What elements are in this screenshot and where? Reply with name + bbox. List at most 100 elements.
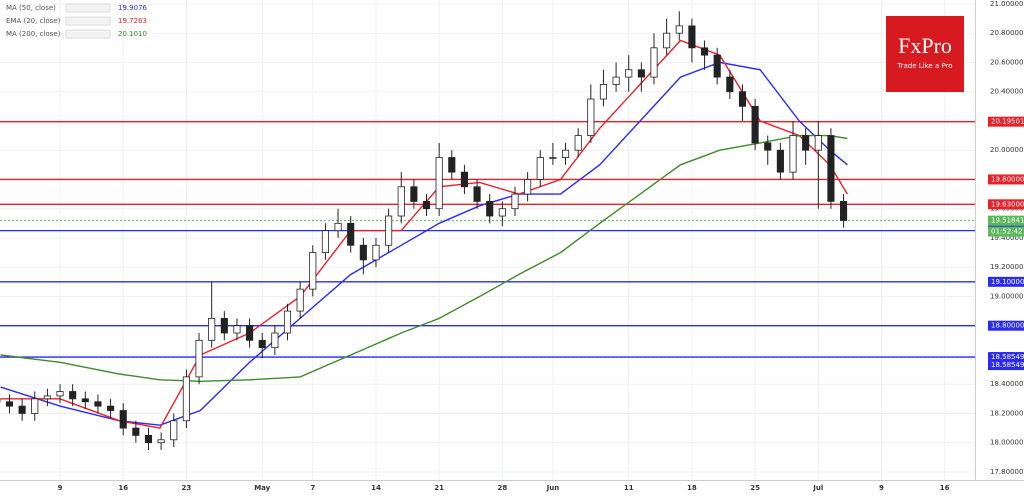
legend: MA (50, close) 19.9076 EMA (20, close) 19.7… (6, 3, 147, 39)
legend-label: MA (200, close) (6, 30, 61, 38)
candle-body (574, 135, 582, 151)
ma-line (0, 134, 848, 383)
level-label-box (988, 320, 1024, 331)
candle-body (524, 179, 532, 195)
x-tick-label: Jul (812, 484, 823, 492)
candle-body (5, 401, 14, 407)
plot (0, 11, 975, 451)
candle-body (789, 135, 797, 173)
x-tick-label: 21 (434, 484, 444, 492)
candle-body (31, 398, 39, 414)
level-label-box (988, 199, 1024, 210)
x-tick-label: 11 (624, 484, 634, 492)
y-tick-label: 19.20000 (990, 263, 1023, 271)
logo-box (886, 16, 964, 92)
candle-body (486, 200, 494, 217)
level-label-box (988, 360, 1024, 371)
x-tick-label: Jun (546, 484, 560, 492)
candle-body (271, 332, 279, 349)
candle-body (625, 69, 633, 78)
candle-body (448, 157, 456, 173)
candle-body (549, 157, 557, 159)
candle-body (397, 186, 405, 217)
y-tick-label: 19.00000 (990, 292, 1023, 300)
candle-body (69, 391, 77, 400)
candle-body (561, 149, 570, 158)
logo-name: FxPro (898, 33, 952, 58)
candle-body (359, 244, 367, 261)
legend-icons (65, 16, 111, 26)
candle-body (650, 47, 658, 78)
x-tick-label: 9 (879, 484, 884, 492)
y-tick-label: 20.80000 (990, 29, 1023, 37)
candle-body (321, 230, 329, 253)
legend-value: 19.9076 (118, 4, 147, 12)
y-tick-label: 18.40000 (990, 380, 1023, 388)
candle-body (435, 157, 443, 210)
candle-body (675, 25, 683, 34)
x-tick-label: 16 (940, 484, 950, 492)
candle-body (246, 325, 254, 341)
candle-body (385, 215, 393, 246)
x-tick-label: May (254, 484, 270, 492)
candle-body (498, 208, 506, 217)
logo-tagline: Trade Like a Pro (896, 62, 952, 70)
level-label: 18.58549 (991, 361, 1024, 369)
logo: FxPro Trade Like a Pro (886, 16, 964, 92)
level-label: 19.80000 (991, 175, 1024, 183)
candle-body (700, 47, 709, 56)
candle-body (802, 135, 810, 151)
candle-body (157, 439, 165, 444)
candle-body (751, 105, 759, 144)
x-tick-label: 18 (687, 484, 697, 492)
level-label-box (988, 352, 1024, 363)
countdown: 01:52:42 (991, 228, 1022, 236)
candle-body (776, 149, 784, 173)
candle-body (283, 310, 292, 334)
x-tick-label: 9 (58, 484, 63, 492)
axes: 17.8000018.0000018.2000018.4000018.60000… (58, 0, 1024, 492)
candle-body (599, 83, 608, 100)
y-tick-label: 20.00000 (990, 146, 1023, 154)
candle-body (334, 222, 342, 232)
level-label: 19.51841 (991, 217, 1024, 225)
candle-body (688, 25, 696, 49)
candle-body (726, 76, 734, 93)
legend-icons (65, 3, 111, 13)
candle-body (713, 54, 721, 78)
level-label: 18.58549 (991, 353, 1024, 361)
y-tick-label: 19.40000 (990, 234, 1023, 242)
y-tick-label: 20.60000 (990, 58, 1023, 66)
candle-body (460, 171, 468, 188)
candle-body (107, 405, 115, 411)
level-label-box (988, 174, 1024, 185)
candle-body (347, 222, 355, 246)
x-tick-label: 16 (118, 484, 128, 492)
candle-body (43, 395, 51, 400)
level-label: 19.10000 (991, 278, 1024, 286)
candle-body (233, 325, 241, 334)
candle-body (258, 339, 266, 349)
ma-line (0, 39, 848, 429)
level-label-box (988, 215, 1024, 226)
y-tick-label: 18.20000 (990, 409, 1023, 417)
candle-body (182, 376, 190, 422)
level-label: 20.19501 (991, 118, 1024, 126)
x-tick-label: 14 (371, 484, 381, 492)
candle-body (309, 252, 317, 290)
candle-body (840, 200, 848, 221)
level-label-box (988, 276, 1024, 287)
candle-body (144, 434, 153, 444)
candle-body (663, 32, 671, 49)
candle-body (764, 142, 772, 151)
candle-body (220, 317, 228, 334)
candle-body (170, 420, 178, 441)
candle-body (511, 193, 519, 210)
y-tick-label: 20.40000 (990, 88, 1023, 96)
candle-body (738, 91, 747, 107)
legend-icons (65, 29, 111, 39)
candle-body (119, 410, 127, 429)
level-label: 19.63000 (991, 200, 1024, 208)
candle-body (132, 427, 140, 436)
